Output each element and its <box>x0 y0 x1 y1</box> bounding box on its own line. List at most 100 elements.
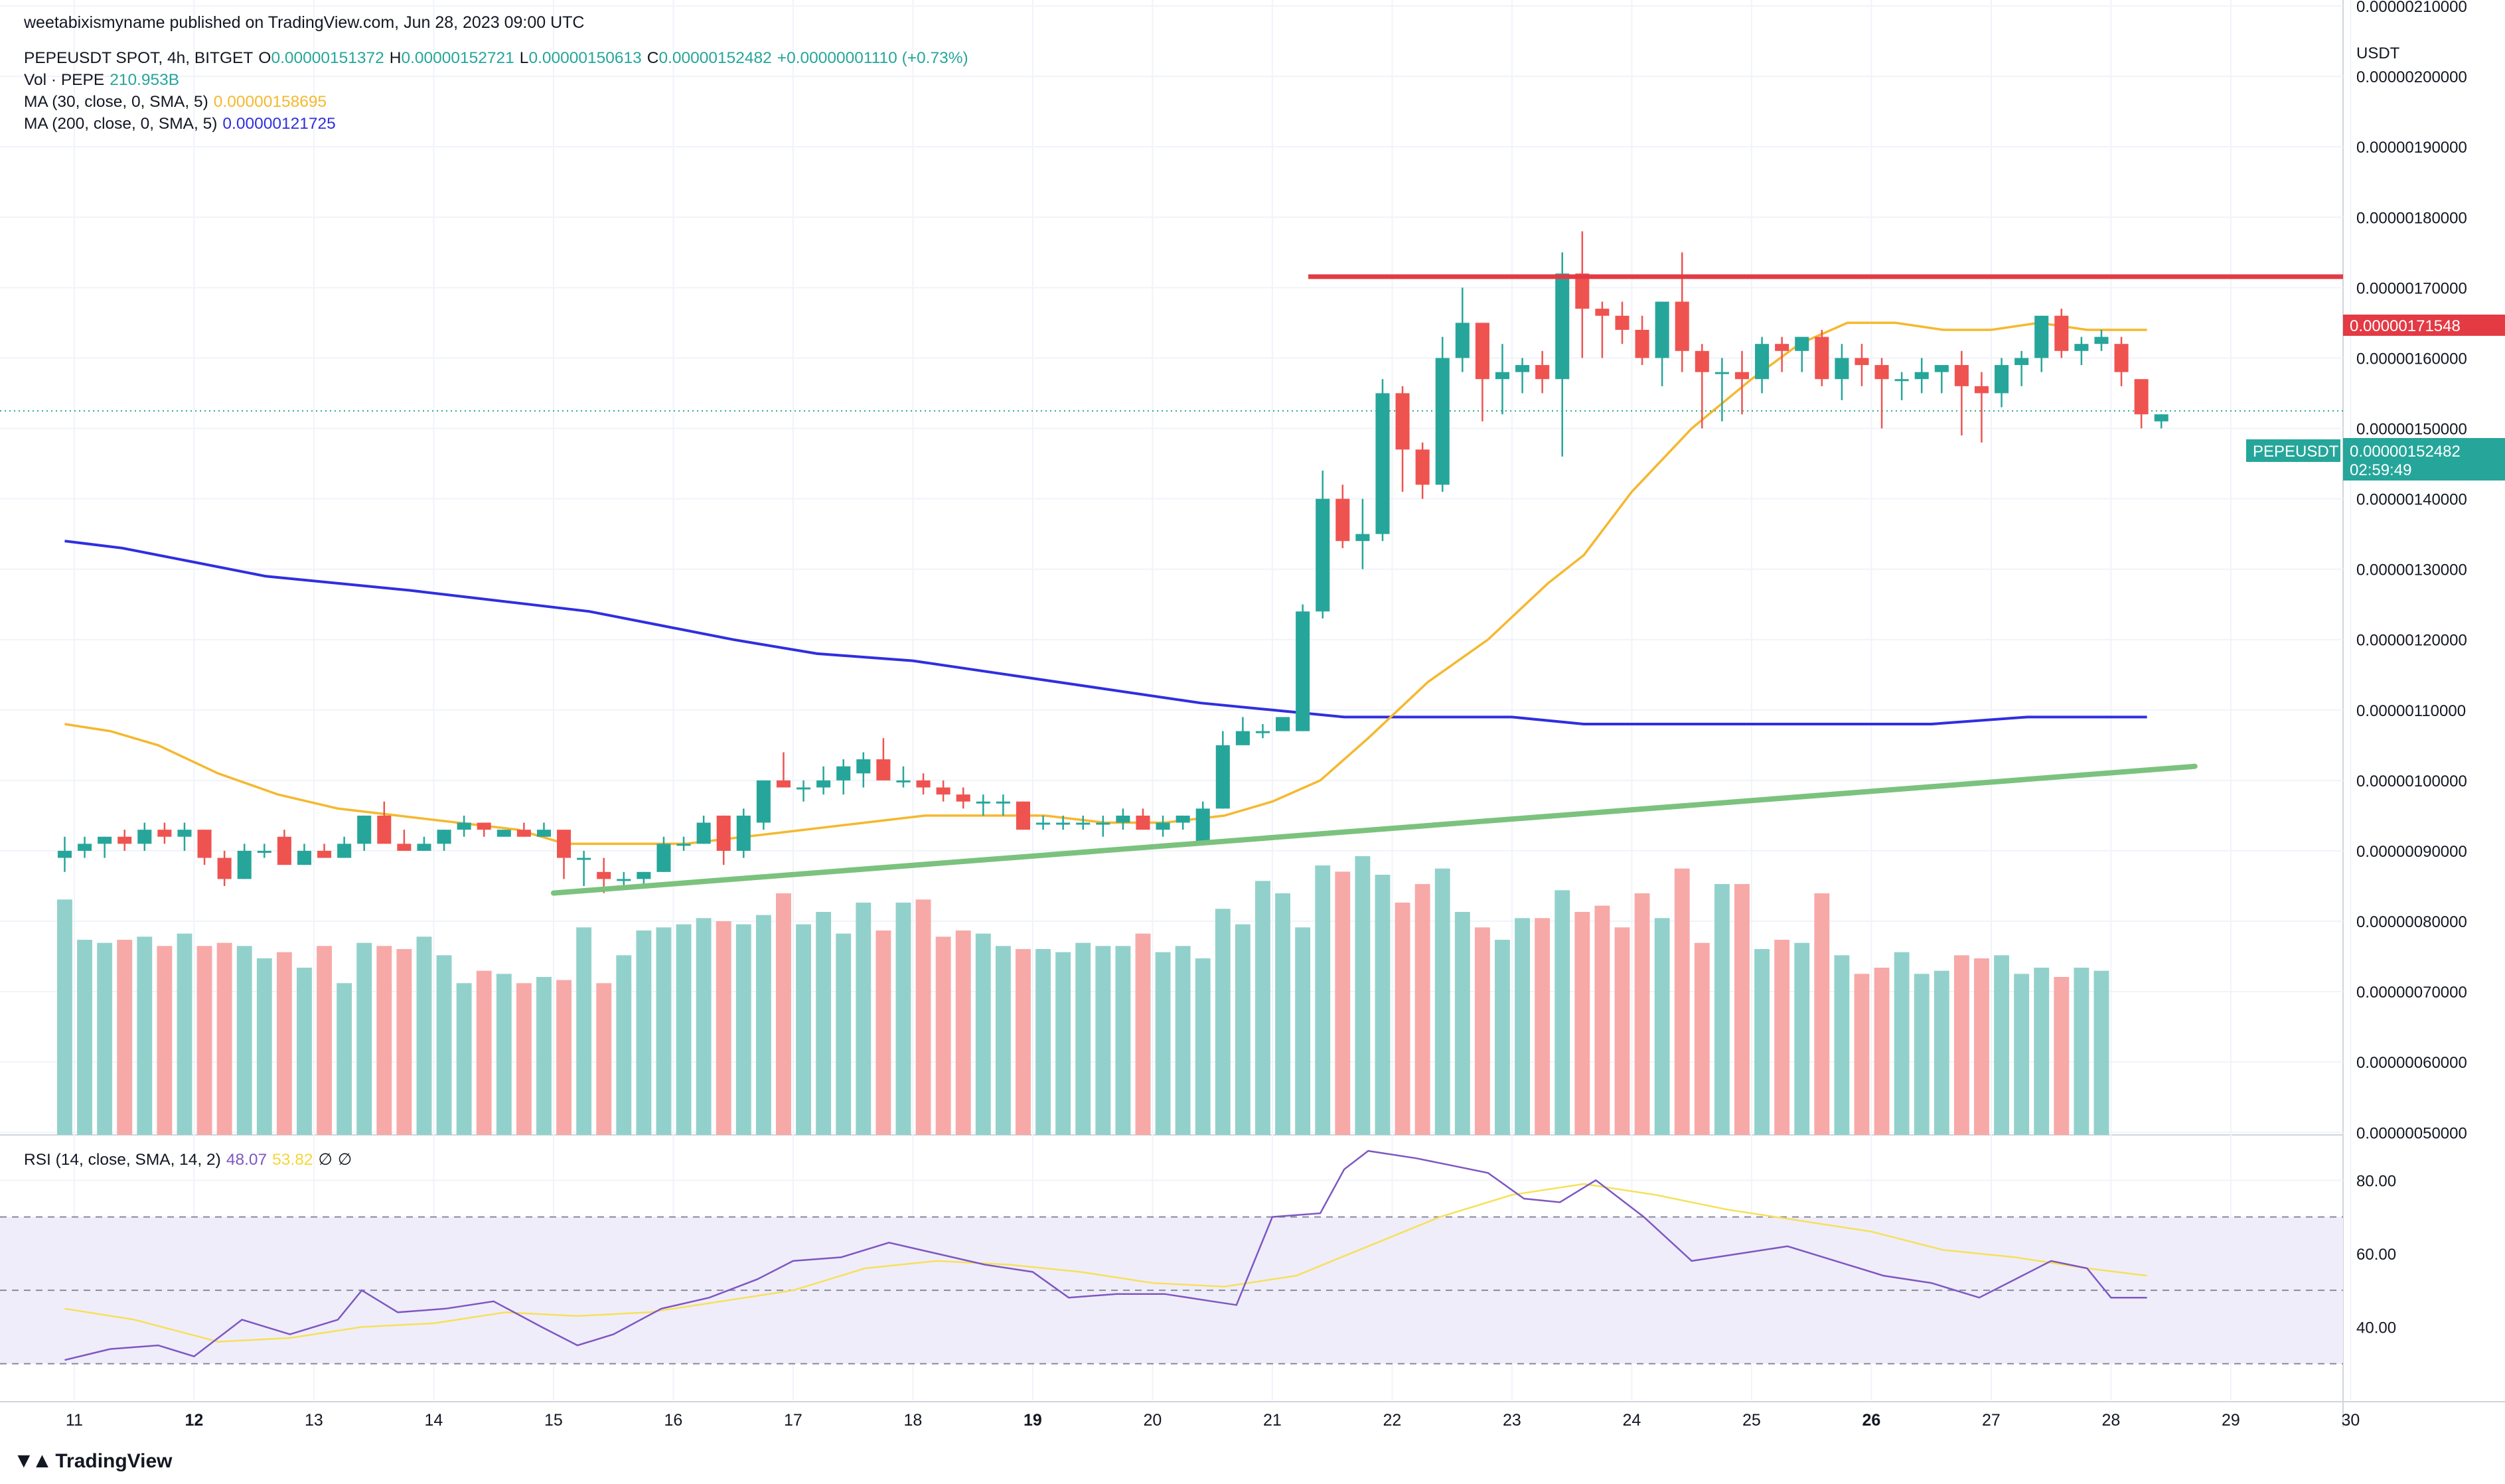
ma200-legend[interactable]: MA (200, close, 0, SMA, 5) 0.00000121725 <box>24 115 341 133</box>
change-value: +0.00000001110 (+0.73%) <box>777 49 968 67</box>
candle-body <box>516 830 531 837</box>
candle-body <box>57 850 72 858</box>
tradingview-logo-icon: ▼▲ <box>13 1448 52 1472</box>
candles[interactable] <box>57 231 2168 893</box>
candle-body <box>437 830 451 844</box>
ma200-value: 0.00000121725 <box>222 115 336 133</box>
volume-bar <box>975 933 991 1135</box>
price-tick-label: 0.00000150000 <box>2356 420 2467 438</box>
volume-bar <box>1375 875 1391 1135</box>
volume-bar <box>216 942 232 1135</box>
grid-lines <box>0 0 2505 1427</box>
volume-bar <box>416 936 432 1135</box>
low-value: 0.00000150613 <box>528 49 642 67</box>
candle-body <box>1435 358 1450 485</box>
candle-body <box>916 780 931 788</box>
candle-body <box>1995 365 2009 394</box>
open-value: 0.00000151372 <box>271 49 384 67</box>
candle-body <box>78 844 92 851</box>
candle-body <box>676 844 691 846</box>
volume-bar <box>356 942 372 1135</box>
volume-legend[interactable]: Vol · PEPE 210.953B <box>24 71 185 90</box>
candle-body <box>2014 358 2029 366</box>
candle-body <box>736 815 751 851</box>
volume-bar <box>816 912 832 1135</box>
candle-body <box>696 822 711 844</box>
candle-body <box>1276 717 1290 731</box>
volume-bar <box>1754 949 1770 1135</box>
volume-bar <box>1255 881 1270 1135</box>
rsi-legend[interactable]: RSI (14, close, SMA, 14, 2) 48.07 53.82 ∅ ∅ <box>24 1150 357 1169</box>
volume-bar <box>995 946 1011 1135</box>
candle-body <box>1375 393 1390 534</box>
candle-body <box>357 815 372 844</box>
volume-bar <box>57 899 72 1135</box>
rsi-null-1: ∅ <box>318 1151 333 1169</box>
price-tick-label: 0.00000210000 <box>2356 0 2467 16</box>
candle-body <box>496 830 511 837</box>
volume-bar <box>716 921 731 1135</box>
symbol-legend[interactable]: PEPEUSDT SPOT, 4h, BITGET O0.00000151372 H… <box>24 49 974 68</box>
candle-body <box>896 780 911 782</box>
price-axis[interactable]: USDT 0.00000210000 0.00000200000 0.0000019… <box>2356 0 2467 1337</box>
time-tick-label: 12 <box>185 1411 204 1430</box>
time-tick-label: 22 <box>1383 1411 1402 1430</box>
rsi-pane <box>0 1150 2343 1365</box>
candle-body <box>1136 815 1150 830</box>
rsi-line <box>64 1150 2147 1361</box>
volume-bar <box>1894 952 1910 1135</box>
candle-body <box>557 830 571 858</box>
volume-bar <box>297 968 312 1135</box>
candle-body <box>457 822 471 830</box>
volume-bar <box>1994 955 2009 1135</box>
candle-body <box>1655 301 1669 358</box>
volume-bar <box>1414 884 1430 1135</box>
volume-bar <box>1934 970 1949 1135</box>
resistance-badge: 0.00000171548 <box>2350 317 2461 335</box>
rsi-tick-label: 80.00 <box>2356 1172 2396 1190</box>
price-tick-label: 0.00000080000 <box>2356 913 2467 931</box>
volume-bar <box>776 893 791 1135</box>
candle-body <box>297 850 311 865</box>
volume-bar <box>1674 868 1690 1135</box>
volume-bar <box>396 949 412 1135</box>
trend-lines[interactable] <box>550 274 2343 896</box>
time-tick-label: 14 <box>425 1411 443 1430</box>
symbol-badge-bg <box>2246 439 2340 462</box>
ma30-legend[interactable]: MA (30, close, 0, SMA, 5) 0.00000158695 <box>24 93 332 111</box>
ma200-label: MA (200, close, 0, SMA, 5) <box>24 115 218 133</box>
volume-bar <box>97 942 113 1135</box>
volume-bar <box>676 924 692 1135</box>
time-tick-label: 17 <box>784 1411 802 1430</box>
candle-body <box>1835 358 1849 380</box>
candle-body <box>1755 344 1770 380</box>
candle-body <box>797 787 811 790</box>
volume-bar <box>935 936 951 1135</box>
candle-body <box>1316 498 1330 612</box>
time-tick-label: 25 <box>1742 1411 1761 1430</box>
volume-bar <box>955 930 971 1135</box>
candle-body <box>317 850 332 858</box>
time-tick-label: 11 <box>66 1411 83 1430</box>
low-label: L <box>519 49 529 67</box>
volume-bar <box>1594 905 1610 1135</box>
candle-body <box>936 787 950 795</box>
candle-body <box>836 766 851 780</box>
volume-bar <box>895 903 911 1135</box>
tradingview-logo[interactable]: ▼▲ TradingView <box>13 1448 173 1473</box>
time-axis[interactable]: 11 12 13 14 15 16 17 18 19 20 21 22 23 24 25 26 27 28 29 30 <box>66 1411 2360 1430</box>
candle-body <box>856 759 871 774</box>
volume-bar <box>556 980 571 1135</box>
volume-bar <box>856 903 872 1135</box>
time-tick-label: 30 <box>2342 1411 2360 1430</box>
rsi-tick-label: 60.00 <box>2356 1246 2396 1264</box>
price-badge-bg <box>2343 438 2505 481</box>
volume-bar <box>196 946 212 1135</box>
candle-body <box>776 780 791 788</box>
volume-bar <box>276 952 292 1135</box>
time-tick-label: 23 <box>1503 1411 1521 1430</box>
volume-bar <box>1135 933 1151 1135</box>
candle-body <box>1635 329 1649 358</box>
time-tick-label: 15 <box>544 1411 563 1430</box>
